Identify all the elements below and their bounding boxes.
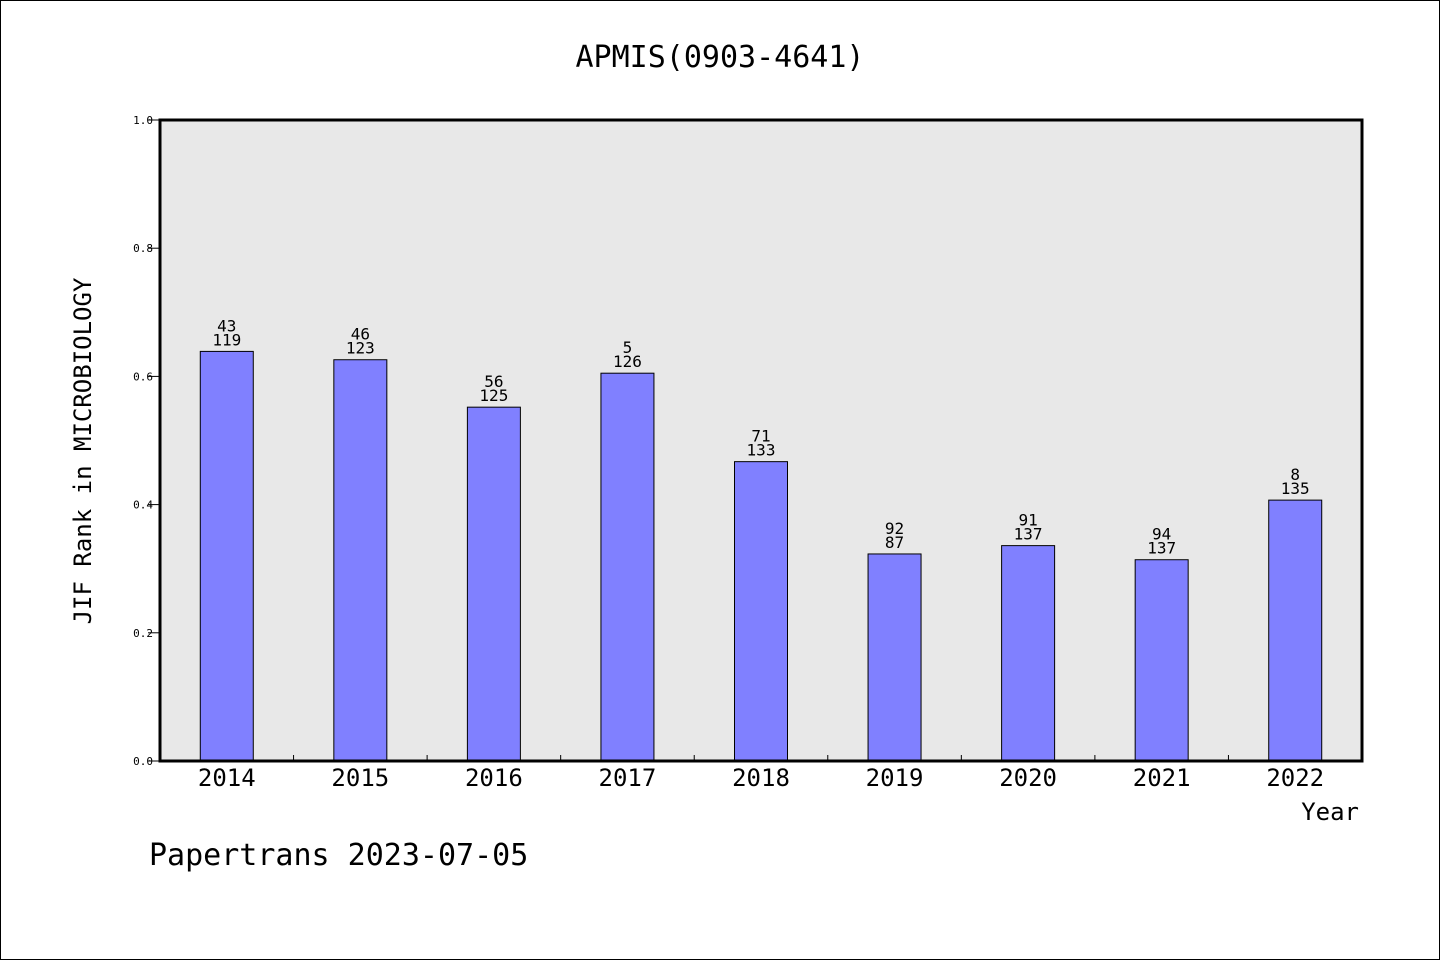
footer-text: Papertrans 2023-07-05	[149, 838, 528, 873]
bar-label-bottom: 133	[747, 441, 776, 460]
x-tick-label: 2017	[599, 764, 657, 792]
bar-label-top: 94	[1152, 525, 1171, 544]
x-tick-label: 2020	[999, 764, 1057, 792]
y-tick-label: 0.2	[133, 627, 153, 640]
bar-label-top: 43	[217, 316, 236, 335]
y-axis-label: JIF Rank in MICROBIOLOGY	[69, 277, 97, 624]
bar-label-top: 71	[751, 427, 770, 446]
y-tick-label: 0.6	[133, 370, 153, 383]
bar-label-top: 91	[1018, 511, 1037, 530]
bar-label-bottom: 125	[479, 386, 508, 405]
bar	[199, 350, 254, 762]
bar	[734, 461, 788, 762]
bar	[1134, 559, 1189, 762]
y-tick-label: 0.4	[133, 499, 153, 512]
bar-label-top: 5	[623, 338, 633, 357]
x-tick-label: 2019	[866, 764, 924, 792]
x-tick-label: 2018	[732, 764, 790, 792]
y-tick-label: 1.0	[133, 114, 153, 127]
bar	[333, 359, 388, 762]
bar-label-bottom: 119	[212, 330, 241, 349]
bar-label-top: 92	[885, 519, 904, 538]
bar-label-bottom: 137	[1014, 525, 1043, 544]
x-tick-label: 2015	[331, 764, 389, 792]
bar-label-top: 8	[1290, 465, 1300, 484]
bar-label-bottom: 135	[1281, 479, 1310, 498]
bar	[600, 372, 655, 762]
bar-label-bottom: 137	[1147, 539, 1176, 558]
bar-label-top: 56	[484, 372, 503, 391]
x-axis: 2014 2015 2016 2017 2018 2019 2020 2021 2022	[198, 755, 1324, 792]
bar	[466, 406, 521, 762]
bar	[1268, 499, 1323, 762]
bar-label-bottom: 123	[346, 339, 375, 358]
bar	[1001, 545, 1056, 762]
chart-title: APMIS(0903-4641)	[576, 40, 865, 75]
bar	[867, 553, 922, 762]
y-tick-label: 0.8	[133, 242, 153, 255]
bar-label-bottom: 126	[613, 352, 642, 371]
plot-border	[158, 118, 1364, 763]
x-tick-label: 2014	[198, 764, 256, 792]
x-tick-label: 2022	[1266, 764, 1324, 792]
x-axis-label: Year	[1301, 798, 1359, 826]
bar-label-top: 46	[351, 325, 370, 344]
y-tick-label: 0.0	[133, 755, 153, 768]
x-tick-label: 2016	[465, 764, 523, 792]
bar-label-bottom: 87	[885, 533, 904, 552]
y-axis: 0.0 0.2 0.4 0.6 0.8 1.0	[133, 114, 160, 768]
x-tick-label: 2021	[1133, 764, 1191, 792]
